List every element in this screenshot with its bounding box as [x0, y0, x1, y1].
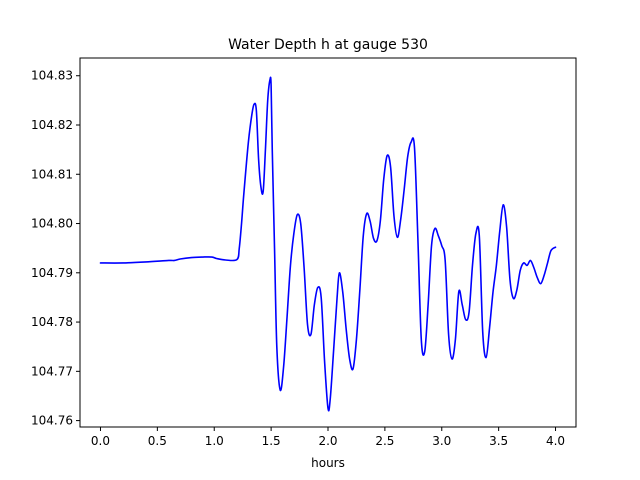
x-tick-label: 2.0 [318, 434, 337, 448]
x-tick-label: 1.0 [205, 434, 224, 448]
x-tick-label: 2.5 [375, 434, 394, 448]
x-tick-label: 3.0 [432, 434, 451, 448]
x-tick-label: 4.0 [546, 434, 565, 448]
x-tick-label: 3.5 [489, 434, 508, 448]
x-tick-label: 0.5 [148, 434, 167, 448]
plot-frame [79, 57, 577, 428]
y-tick-label: 104.80 [31, 217, 73, 231]
y-axis: 104.76 104.77 104.78 104.79 104.80 104.81 104.… [31, 69, 80, 428]
chart-title: Water Depth h at gauge 530 [228, 37, 428, 53]
y-tick-label: 104.77 [31, 364, 73, 378]
y-tick-label: 104.76 [31, 414, 73, 428]
series-layer [99, 76, 557, 412]
x-tick-label: 1.5 [262, 434, 281, 448]
x-axis: 0.0 0.5 1.0 1.5 2.0 2.5 3.0 3.5 4.0 [91, 427, 565, 448]
x-tick-label: 0.0 [91, 434, 110, 448]
x-axis-label: hours [311, 456, 345, 470]
plot-area [80, 58, 576, 427]
y-tick-label: 104.83 [31, 69, 73, 83]
y-tick-label: 104.78 [31, 315, 73, 329]
y-tick-label: 104.82 [31, 118, 73, 132]
y-tick-label: 104.79 [31, 266, 73, 280]
y-tick-label: 104.81 [31, 167, 73, 181]
series-line-0 [99, 76, 557, 412]
